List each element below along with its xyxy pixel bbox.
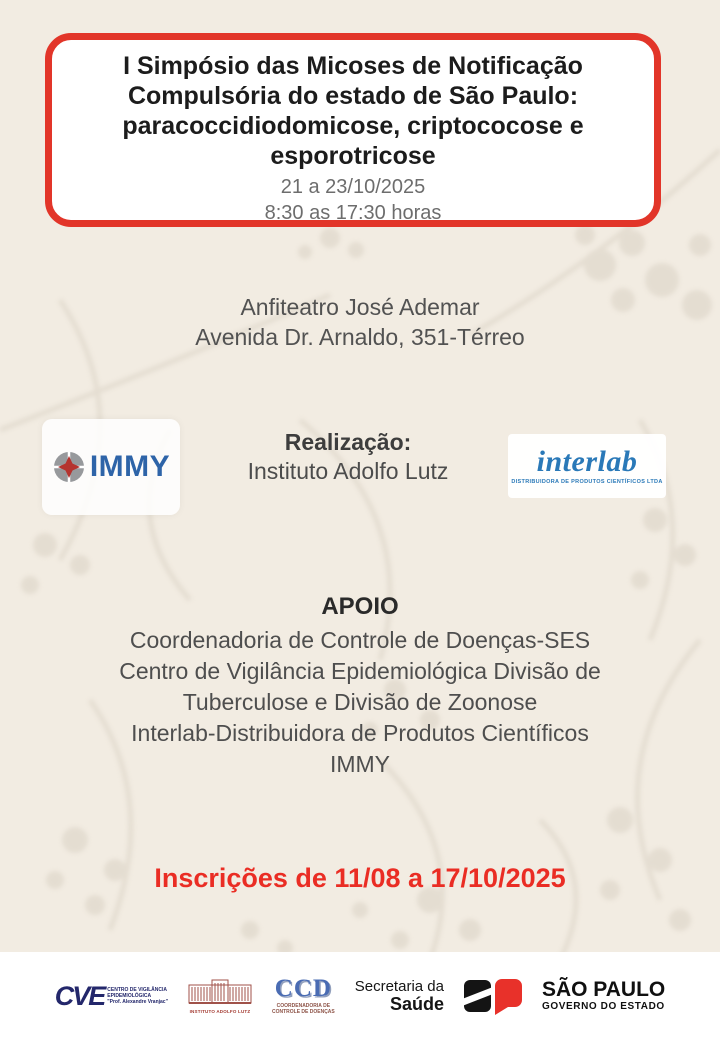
text-line: Tuberculose e Divisão de Zoonose (182, 689, 538, 715)
interlab-logo-text: interlab (536, 445, 638, 478)
cve-caption-lines: CENTRO DE VIGILÂNCIA EPIDEMIOLÓGICA "Prof.… (107, 987, 168, 1005)
cve-logo: CVE CENTRO DE VIGILÂNCIA EPIDEMIOLÓGICA "P… (55, 981, 168, 1012)
immy-logo-card: IMMY (42, 419, 180, 515)
immy-globe-icon (53, 452, 84, 482)
sp-title: SÃO PAULO (541, 978, 666, 1001)
footer-bar: CVE CENTRO DE VIGILÂNCIA EPIDEMIOLÓGICA "P… (0, 952, 720, 1040)
event-time-range: 8:30 as 17:30 horas (264, 202, 442, 224)
support-section: APOIO Coordenadoria de Controle de Doenç… (0, 592, 720, 780)
text-line: CENTRO DE VIGILÂNCIA (107, 987, 167, 993)
text-line: esporotricose (270, 142, 436, 170)
secretaria-line1: Secretaria da (354, 978, 444, 995)
sp-flag-icon (463, 979, 522, 1015)
ccd-acronym: CCD (274, 974, 332, 1002)
cve-acronym: CVE (54, 980, 107, 1011)
ccd-logo: CCD COORDENADORIA DE CONTROLE DE DOENÇAS (272, 974, 335, 1016)
ial-caption: INSTITUTO ADOLFO LUTZ (189, 1009, 251, 1014)
text-line: EPIDEMIOLÓGICA (107, 993, 152, 999)
text-line: Coordenadoria de Controle de Doenças-SES (129, 627, 591, 653)
event-title-box: I Simpósio das Micoses de Notificação Com… (45, 33, 661, 227)
ial-building-icon (188, 979, 252, 1004)
ccd-caption-lines: COORDENADORIA DE CONTROLE DE DOENÇAS (272, 1003, 335, 1016)
event-title: I Simpósio das Micoses de Notificação Com… (52, 51, 654, 171)
venue-address: Anfiteatro José Ademar Avenida Dr. Arnald… (0, 292, 720, 352)
immy-logo-text: IMMY (89, 450, 171, 483)
organizer-label: Realização: (284, 429, 412, 455)
sp-wordmark: SÃO PAULO GOVERNO DO ESTADO (542, 979, 665, 1013)
text-line: paracoccidiodomicose, criptococose e (122, 112, 584, 140)
text-line: Avenida Dr. Arnaldo, 351-Térreo (195, 324, 525, 350)
text-line: I Simpósio das Micoses de Notificação (123, 52, 583, 80)
text-line: Centro de Vigilância Epidemiológica Divi… (119, 658, 601, 684)
organizer-block: Realização: Instituto Adolfo Lutz (0, 428, 696, 486)
support-heading: APOIO (321, 593, 399, 620)
text-line: CONTROLE DE DOENÇAS (271, 1009, 335, 1015)
event-dates: 21 a 23/10/2025 8:30 as 17:30 horas (52, 174, 654, 226)
interlab-logo-subtitle: DISTRIBUIDORA DE PRODUTOS CIENTÍFICOS LT… (511, 479, 663, 485)
sp-subtitle: GOVERNO DO ESTADO (541, 1001, 665, 1012)
text-line: Interlab-Distribuidora de Produtos Cient… (131, 720, 589, 746)
support-lines: Coordenadoria de Controle de Doenças-SES… (0, 625, 720, 780)
interlab-logo-card: interlab DISTRIBUIDORA DE PRODUTOS CIENT… (508, 434, 666, 498)
text-line: Anfiteatro José Ademar (240, 294, 480, 320)
text-line: Compulsória do estado de São Paulo: (127, 82, 579, 110)
text-line: COORDENADORIA DE (276, 1002, 331, 1009)
organizer-name: Instituto Adolfo Lutz (247, 458, 449, 484)
text-line: "Prof. Alexandre Vranjac" (107, 999, 168, 1005)
text-line: IMMY (329, 751, 391, 777)
secretaria-line2: Saúde (389, 994, 444, 1014)
ial-logo: INSTITUTO ADOLFO LUTZ (188, 978, 252, 1014)
secretaria-saude-logo: Secretaria da Saúde (354, 978, 444, 1014)
registration-banner: Inscrições de 11/08 a 17/10/2025 (154, 863, 566, 893)
event-date-range: 21 a 23/10/2025 (280, 176, 426, 198)
